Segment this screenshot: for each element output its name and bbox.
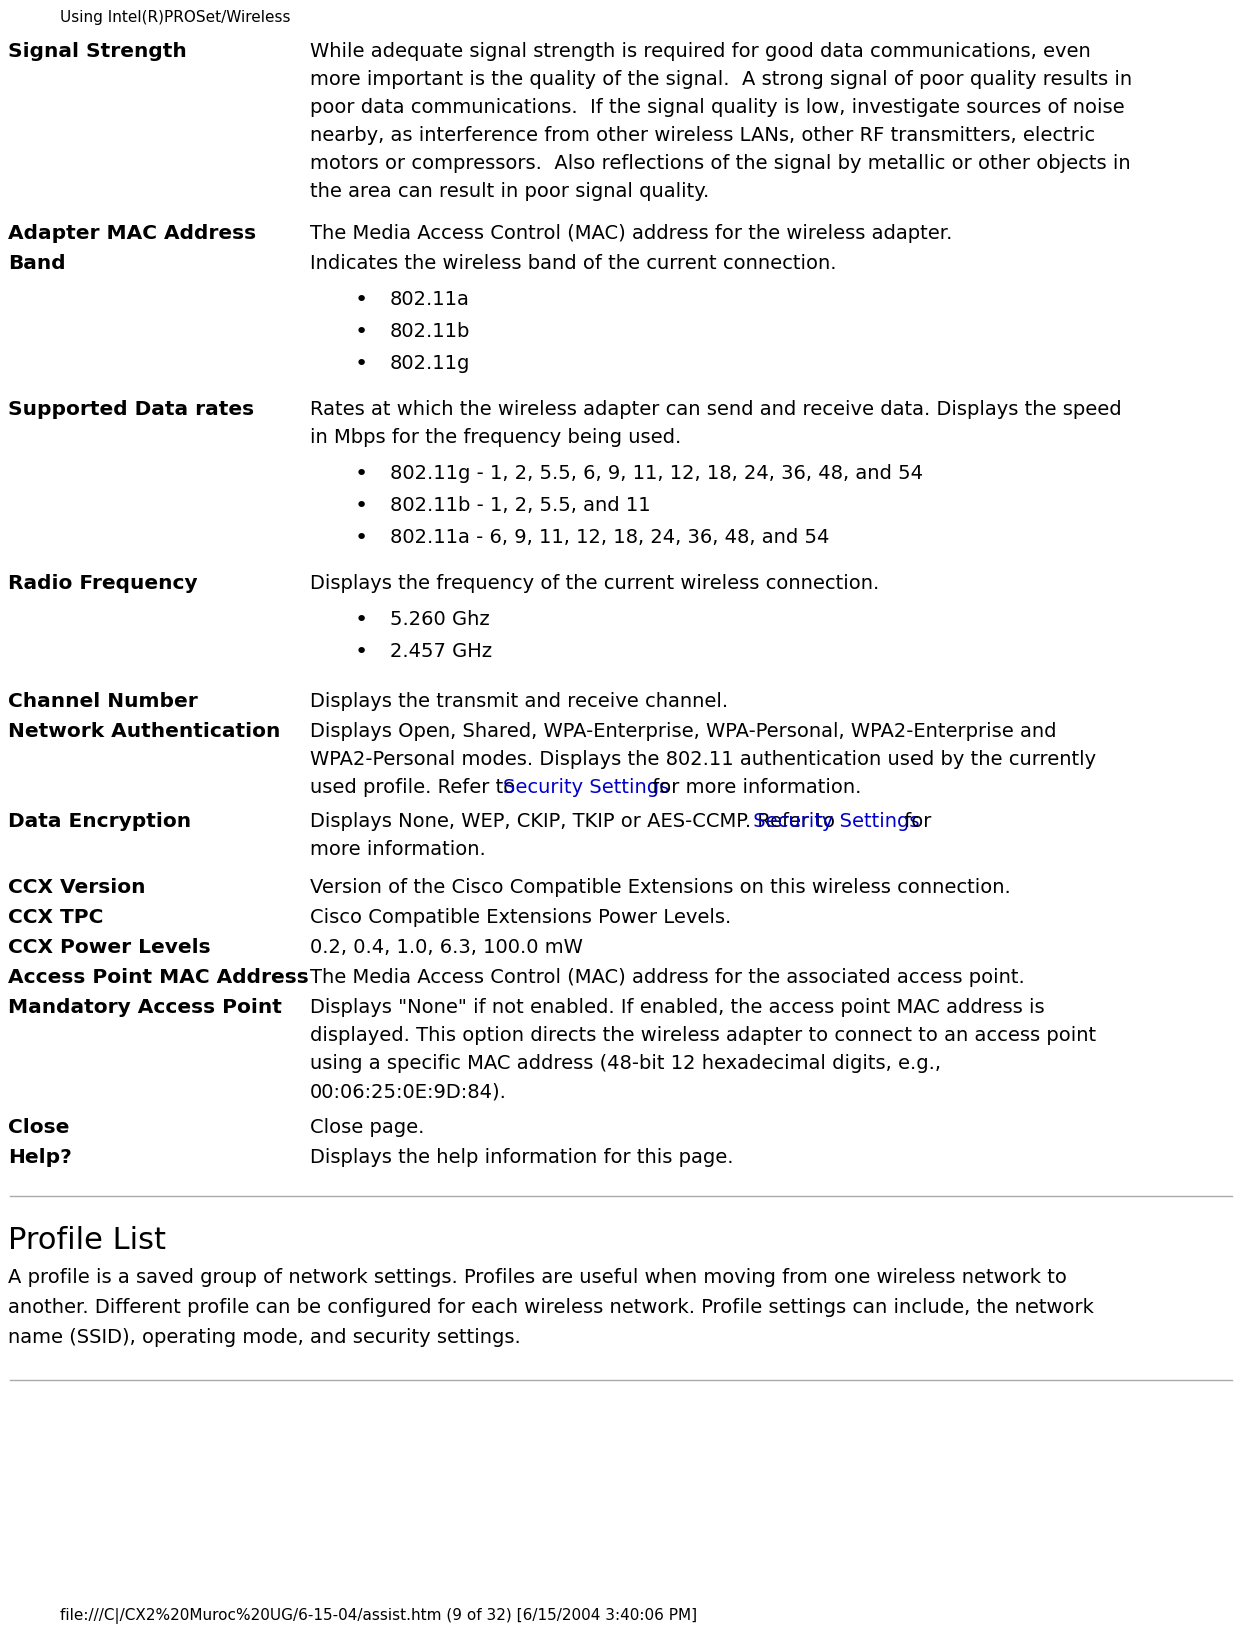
Text: using a specific MAC address (48-bit 12 hexadecimal digits, e.g.,: using a specific MAC address (48-bit 12 … — [310, 1053, 941, 1073]
Text: Supported Data rates: Supported Data rates — [7, 400, 255, 418]
Text: more information.: more information. — [310, 840, 486, 860]
Text: WPA2-Personal modes. Displays the 802.11 authentication used by the currently: WPA2-Personal modes. Displays the 802.11… — [310, 751, 1097, 768]
Text: 802.11a - 6, 9, 11, 12, 18, 24, 36, 48, and 54: 802.11a - 6, 9, 11, 12, 18, 24, 36, 48, … — [390, 527, 830, 547]
Text: 00:06:25:0E:9D:84).: 00:06:25:0E:9D:84). — [310, 1083, 507, 1101]
Text: displayed. This option directs the wireless adapter to connect to an access poin: displayed. This option directs the wirel… — [310, 1026, 1097, 1045]
Text: 0.2, 0.4, 1.0, 6.3, 100.0 mW: 0.2, 0.4, 1.0, 6.3, 100.0 mW — [310, 938, 582, 957]
Text: the area can result in poor signal quality.: the area can result in poor signal quali… — [310, 182, 709, 200]
Text: Displays the transmit and receive channel.: Displays the transmit and receive channe… — [310, 692, 728, 711]
Text: Indicates the wireless band of the current connection.: Indicates the wireless band of the curre… — [310, 254, 837, 274]
Text: The Media Access Control (MAC) address for the wireless adapter.: The Media Access Control (MAC) address f… — [310, 225, 953, 243]
Text: Radio Frequency: Radio Frequency — [7, 575, 197, 593]
Text: •: • — [355, 610, 368, 630]
Text: name (SSID), operating mode, and security settings.: name (SSID), operating mode, and securit… — [7, 1328, 520, 1346]
Text: •: • — [355, 641, 368, 663]
Text: Security Settings: Security Settings — [746, 812, 919, 830]
Text: Signal Strength: Signal Strength — [7, 42, 186, 60]
Text: 802.11a: 802.11a — [390, 290, 469, 309]
Text: Mandatory Access Point: Mandatory Access Point — [7, 998, 282, 1018]
Text: CCX TPC: CCX TPC — [7, 908, 103, 926]
Text: for: for — [898, 812, 932, 830]
Text: •: • — [355, 322, 368, 342]
Text: poor data communications.  If the signal quality is low, investigate sources of : poor data communications. If the signal … — [310, 98, 1124, 117]
Text: Access Point MAC Address: Access Point MAC Address — [7, 969, 309, 987]
Text: A profile is a saved group of network settings. Profiles are useful when moving : A profile is a saved group of network se… — [7, 1268, 1067, 1288]
Text: file:///C|/CX2%20Muroc%20UG/6-15-04/assist.htm (9 of 32) [6/15/2004 3:40:06 PM]: file:///C|/CX2%20Muroc%20UG/6-15-04/assi… — [60, 1608, 697, 1625]
Text: another. Different profile can be configured for each wireless network. Profile : another. Different profile can be config… — [7, 1298, 1094, 1317]
Text: •: • — [355, 497, 368, 516]
Text: Displays the help information for this page.: Displays the help information for this p… — [310, 1148, 734, 1167]
Text: Close page.: Close page. — [310, 1118, 425, 1136]
Text: Channel Number: Channel Number — [7, 692, 197, 711]
Text: 802.11b: 802.11b — [390, 322, 471, 340]
Text: motors or compressors.  Also reflections of the signal by metallic or other obje: motors or compressors. Also reflections … — [310, 155, 1130, 173]
Text: Rates at which the wireless adapter can send and receive data. Displays the spee: Rates at which the wireless adapter can … — [310, 400, 1122, 418]
Text: CCX Power Levels: CCX Power Levels — [7, 938, 211, 957]
Text: Help?: Help? — [7, 1148, 72, 1167]
Text: for more information.: for more information. — [646, 778, 862, 798]
Text: Profile List: Profile List — [7, 1226, 166, 1255]
Text: Cisco Compatible Extensions Power Levels.: Cisco Compatible Extensions Power Levels… — [310, 908, 732, 926]
Text: Displays "None" if not enabled. If enabled, the access point MAC address is: Displays "None" if not enabled. If enabl… — [310, 998, 1045, 1018]
Text: •: • — [355, 527, 368, 549]
Text: Adapter MAC Address: Adapter MAC Address — [7, 225, 256, 243]
Text: The Media Access Control (MAC) address for the associated access point.: The Media Access Control (MAC) address f… — [310, 969, 1025, 987]
Text: 5.260 Ghz: 5.260 Ghz — [390, 610, 489, 628]
Text: Displays None, WEP, CKIP, TKIP or AES-CCMP. Refer to: Displays None, WEP, CKIP, TKIP or AES-CC… — [310, 812, 835, 830]
Text: Displays Open, Shared, WPA-Enterprise, WPA-Personal, WPA2-Enterprise and: Displays Open, Shared, WPA-Enterprise, W… — [310, 721, 1057, 741]
Text: 802.11b - 1, 2, 5.5, and 11: 802.11b - 1, 2, 5.5, and 11 — [390, 497, 707, 514]
Text: used profile. Refer to: used profile. Refer to — [310, 778, 522, 798]
Text: Version of the Cisco Compatible Extensions on this wireless connection.: Version of the Cisco Compatible Extensio… — [310, 877, 1011, 897]
Text: more important is the quality of the signal.  A strong signal of poor quality re: more important is the quality of the sig… — [310, 70, 1133, 90]
Text: 802.11g: 802.11g — [390, 353, 471, 373]
Text: in Mbps for the frequency being used.: in Mbps for the frequency being used. — [310, 428, 682, 448]
Text: Using Intel(R)PROSet/Wireless: Using Intel(R)PROSet/Wireless — [60, 10, 291, 24]
Text: Displays the frequency of the current wireless connection.: Displays the frequency of the current wi… — [310, 575, 879, 593]
Text: •: • — [355, 353, 368, 374]
Text: •: • — [355, 290, 368, 309]
Text: Band: Band — [7, 254, 66, 274]
Text: 802.11g - 1, 2, 5.5, 6, 9, 11, 12, 18, 24, 36, 48, and 54: 802.11g - 1, 2, 5.5, 6, 9, 11, 12, 18, 2… — [390, 464, 923, 484]
Text: CCX Version: CCX Version — [7, 877, 145, 897]
Text: Close: Close — [7, 1118, 70, 1136]
Text: •: • — [355, 464, 368, 484]
Text: While adequate signal strength is required for good data communications, even: While adequate signal strength is requir… — [310, 42, 1090, 60]
Text: nearby, as interference from other wireless LANs, other RF transmitters, electri: nearby, as interference from other wirel… — [310, 125, 1095, 145]
Text: Security Settings: Security Settings — [503, 778, 669, 798]
Text: 2.457 GHz: 2.457 GHz — [390, 641, 492, 661]
Text: Data Encryption: Data Encryption — [7, 812, 191, 830]
Text: Network Authentication: Network Authentication — [7, 721, 281, 741]
